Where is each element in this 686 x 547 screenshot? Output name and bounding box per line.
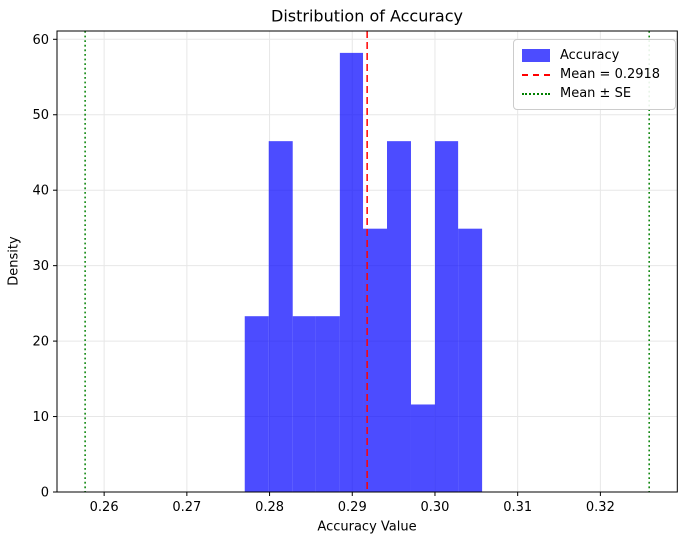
legend-swatch-wrap	[522, 73, 552, 76]
x-tick-label: 0.31	[503, 500, 532, 515]
histogram-bar	[386, 141, 411, 493]
x-tick-label: 0.32	[586, 500, 615, 515]
chart-title: Distribution of Accuracy	[271, 6, 463, 26]
histogram-bar	[410, 404, 435, 492]
histogram-bar	[363, 228, 387, 493]
y-axis-label: Density	[6, 236, 22, 286]
accuracy-patch-icon	[522, 49, 550, 62]
histogram-bar	[292, 316, 316, 492]
mean-dashed-line-icon	[522, 73, 550, 76]
legend-item-se: Mean ± SE	[522, 85, 667, 102]
x-tick-label: 0.27	[172, 500, 201, 515]
x-axis-label: Accuracy Value	[317, 519, 417, 535]
y-tick-label: 40	[32, 184, 49, 199]
histogram-bar	[458, 228, 483, 493]
legend-label-accuracy: Accuracy	[560, 48, 620, 63]
legend-swatch-wrap	[522, 92, 552, 95]
legend-swatch-wrap	[522, 49, 552, 62]
legend-item-mean: Mean = 0.2918	[522, 66, 667, 83]
y-tick-label: 10	[32, 410, 49, 425]
legend-label-mean: Mean = 0.2918	[560, 67, 661, 82]
x-tick-label: 0.30	[420, 500, 449, 515]
y-tick-label: 60	[32, 33, 49, 48]
histogram-bar	[244, 316, 269, 492]
legend-label-se: Mean ± SE	[560, 86, 632, 101]
x-tick-label: 0.28	[255, 500, 284, 515]
histogram-bar	[268, 141, 293, 493]
x-tick-label: 0.26	[90, 500, 119, 515]
se-dotted-line-icon	[522, 92, 550, 95]
y-tick-label: 50	[32, 108, 49, 123]
y-tick-label: 20	[32, 335, 49, 350]
legend-item-accuracy: Accuracy	[522, 47, 667, 64]
x-tick-label: 0.29	[338, 500, 367, 515]
legend: Accuracy Mean = 0.2918 Mean ± SE	[513, 39, 676, 110]
y-tick-label: 0	[41, 486, 49, 501]
histogram-bar	[434, 141, 459, 493]
y-tick-label: 30	[32, 259, 49, 274]
axes-border	[56, 30, 678, 493]
histogram-bar	[315, 316, 340, 492]
histogram-bar	[339, 52, 364, 492]
